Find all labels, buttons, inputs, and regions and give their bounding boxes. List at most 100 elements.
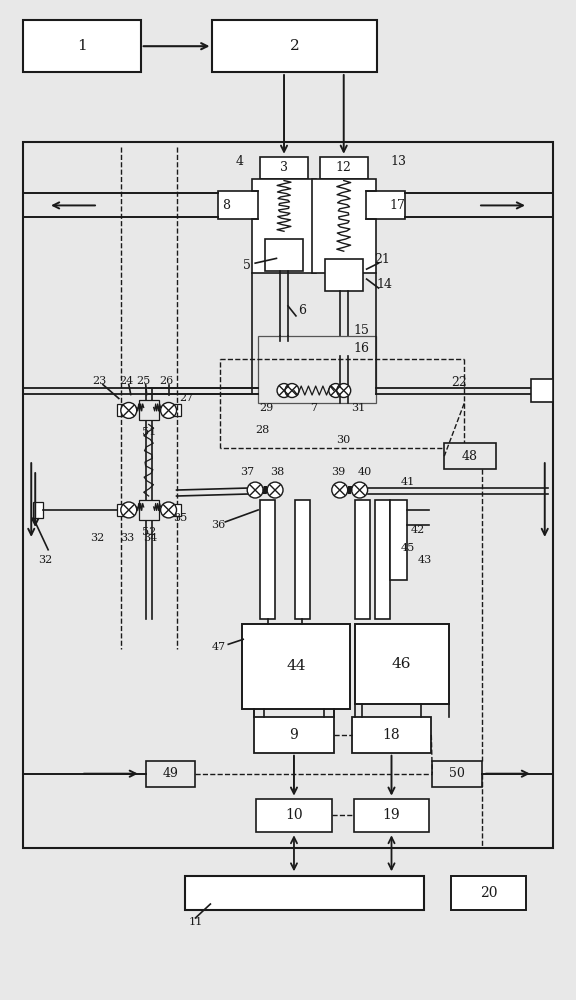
- Bar: [117, 504, 125, 516]
- Circle shape: [352, 482, 367, 498]
- Text: 44: 44: [286, 659, 306, 673]
- Text: 50: 50: [449, 767, 465, 780]
- Text: 48: 48: [462, 450, 478, 463]
- Text: 43: 43: [417, 555, 431, 565]
- Text: 24: 24: [120, 376, 134, 386]
- Text: 40: 40: [358, 467, 372, 477]
- Text: 33: 33: [120, 533, 134, 543]
- Bar: [389, 500, 407, 580]
- Bar: [352, 717, 431, 753]
- Text: 28: 28: [255, 425, 269, 435]
- Bar: [451, 876, 526, 910]
- Bar: [320, 157, 367, 179]
- Bar: [242, 624, 350, 709]
- Bar: [117, 404, 125, 416]
- Text: 35: 35: [173, 513, 188, 523]
- Circle shape: [121, 402, 137, 418]
- Text: 5: 5: [243, 259, 251, 272]
- Text: 32: 32: [90, 533, 104, 543]
- Text: 10: 10: [285, 808, 303, 822]
- Text: 18: 18: [382, 728, 400, 742]
- Bar: [146, 761, 195, 787]
- Circle shape: [267, 482, 283, 498]
- Circle shape: [161, 502, 176, 518]
- Bar: [139, 400, 158, 420]
- Bar: [366, 191, 406, 219]
- Circle shape: [285, 384, 299, 397]
- Text: 34: 34: [143, 533, 158, 543]
- Bar: [325, 259, 363, 291]
- Circle shape: [337, 384, 351, 397]
- Circle shape: [121, 502, 137, 518]
- Bar: [354, 799, 429, 832]
- Text: 14: 14: [377, 278, 392, 291]
- Bar: [256, 799, 332, 832]
- Text: 51: 51: [142, 427, 156, 437]
- Bar: [295, 500, 310, 619]
- Circle shape: [332, 482, 348, 498]
- Bar: [258, 336, 376, 403]
- Text: 23: 23: [92, 376, 106, 386]
- Bar: [173, 504, 180, 516]
- Circle shape: [277, 384, 291, 397]
- Bar: [23, 142, 553, 848]
- Text: 46: 46: [392, 657, 411, 671]
- Text: 16: 16: [354, 342, 370, 355]
- Text: 49: 49: [162, 767, 179, 780]
- Text: 45: 45: [400, 543, 415, 553]
- Bar: [139, 500, 158, 520]
- Text: 2: 2: [290, 39, 300, 53]
- Bar: [254, 717, 334, 753]
- Text: 41: 41: [400, 477, 415, 487]
- Bar: [355, 500, 370, 619]
- Text: 31: 31: [351, 403, 366, 413]
- Bar: [260, 157, 308, 179]
- Text: 15: 15: [354, 324, 370, 337]
- Text: 3: 3: [280, 161, 288, 174]
- Text: 27: 27: [180, 393, 194, 403]
- Circle shape: [161, 402, 176, 418]
- Text: 20: 20: [480, 886, 497, 900]
- Text: 6: 6: [298, 304, 306, 317]
- Bar: [374, 500, 389, 619]
- Text: 9: 9: [290, 728, 298, 742]
- Text: 19: 19: [382, 808, 400, 822]
- Bar: [23, 20, 141, 72]
- Text: 17: 17: [389, 199, 406, 212]
- Text: 4: 4: [235, 155, 243, 168]
- Circle shape: [247, 482, 263, 498]
- Text: 30: 30: [336, 435, 351, 445]
- Bar: [265, 239, 303, 271]
- Text: 13: 13: [391, 155, 407, 168]
- Text: 39: 39: [331, 467, 345, 477]
- Text: 52: 52: [142, 527, 156, 537]
- Bar: [531, 379, 553, 402]
- Text: 37: 37: [240, 467, 254, 477]
- Text: 32: 32: [38, 555, 52, 565]
- Bar: [252, 179, 316, 273]
- Bar: [433, 761, 482, 787]
- Text: 7: 7: [310, 403, 317, 413]
- Bar: [260, 500, 275, 619]
- Text: 25: 25: [137, 376, 151, 386]
- Bar: [173, 404, 180, 416]
- Text: 8: 8: [222, 199, 230, 212]
- Text: 12: 12: [336, 161, 352, 174]
- Bar: [312, 179, 376, 273]
- Bar: [33, 502, 43, 518]
- Bar: [355, 624, 449, 704]
- Text: 1: 1: [77, 39, 87, 53]
- Text: 38: 38: [270, 467, 284, 477]
- Text: 47: 47: [211, 642, 225, 652]
- Circle shape: [329, 384, 343, 397]
- Text: 26: 26: [160, 376, 174, 386]
- Text: 42: 42: [410, 525, 425, 535]
- Bar: [213, 20, 377, 72]
- Bar: [444, 443, 496, 469]
- Bar: [185, 876, 425, 910]
- Text: 21: 21: [374, 253, 391, 266]
- Text: 22: 22: [451, 376, 467, 389]
- Text: 29: 29: [259, 403, 273, 413]
- Text: 36: 36: [211, 520, 225, 530]
- Bar: [218, 191, 258, 219]
